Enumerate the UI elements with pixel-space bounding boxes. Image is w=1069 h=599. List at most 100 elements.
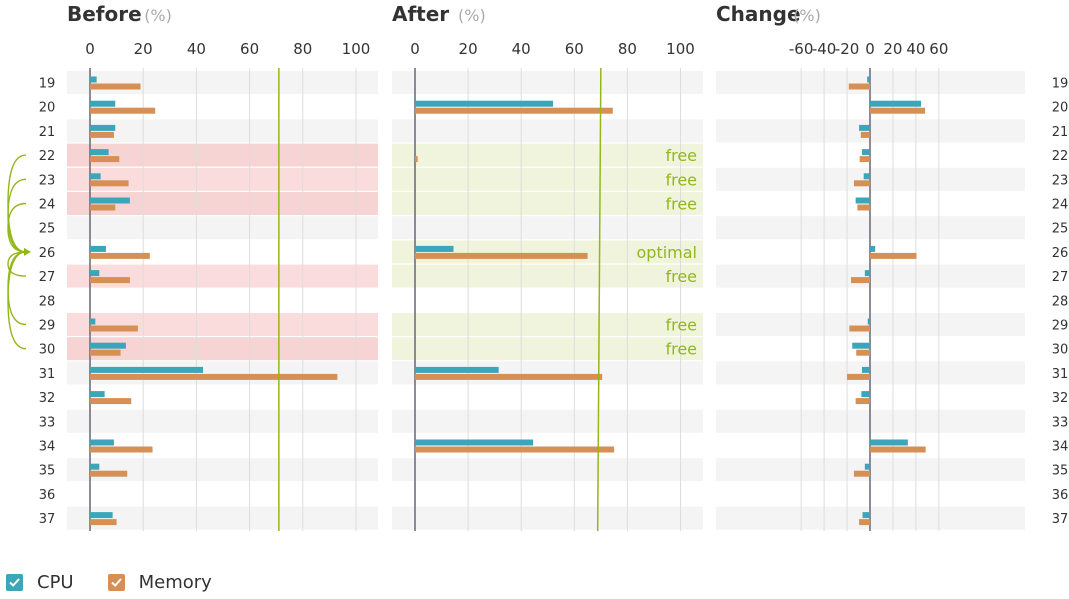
bar-cpu-24 <box>855 197 870 204</box>
row-label-left: 19 <box>39 77 56 92</box>
bar-memory-30 <box>856 349 870 356</box>
bar-memory-24 <box>857 204 870 211</box>
bar-cpu-21 <box>90 124 116 131</box>
row-highlight <box>392 313 703 336</box>
row-label-left: 24 <box>39 198 56 213</box>
row-stripe <box>67 409 378 433</box>
bar-cpu-34 <box>90 439 114 446</box>
row-label-right: 20 <box>1052 101 1069 116</box>
row-label-left: 27 <box>39 270 56 285</box>
panel-change: Change(%) -60-40-20 0 20 40 60 <box>716 2 1025 531</box>
bar-cpu-26 <box>90 245 106 252</box>
row-stripe <box>392 506 703 530</box>
row-label-left: 30 <box>39 343 56 358</box>
row-stripe <box>67 71 378 94</box>
row-highlight <box>67 167 378 191</box>
row-label-left: 22 <box>39 149 56 164</box>
bar-memory-20 <box>870 107 926 114</box>
bar-cpu-19 <box>867 76 870 83</box>
bar-memory-22 <box>90 156 120 163</box>
row-highlight <box>67 313 378 336</box>
row-stripe <box>392 119 703 143</box>
row-label-left: 33 <box>39 415 56 430</box>
row-label-right: 19 <box>1052 77 1069 92</box>
panel-after: After (%) 0 20 40 60 80 100 free free free optimal f… <box>392 2 703 532</box>
row-label-right: 31 <box>1052 367 1069 382</box>
row-highlight <box>392 143 703 167</box>
bar-memory-34 <box>90 446 153 453</box>
row-stripe <box>392 216 703 240</box>
bar-cpu-23 <box>90 173 101 180</box>
bar-memory-32 <box>855 398 870 405</box>
panel-before: Before (%) 0 20 40 60 80 100 <box>67 2 378 531</box>
bar-cpu-29 <box>867 318 870 325</box>
row-label-left: 26 <box>39 246 56 261</box>
tick-label: 40 <box>906 40 925 58</box>
legend-item-cpu[interactable]: CPU <box>6 572 74 593</box>
bar-memory-34 <box>415 446 615 453</box>
bar-memory-37 <box>859 519 870 526</box>
bar-cpu-20 <box>870 100 922 107</box>
bar-memory-21 <box>860 131 870 138</box>
tick-label: 0 <box>865 40 875 58</box>
row-label-left: 35 <box>39 464 56 479</box>
row-label-left: 21 <box>39 125 56 140</box>
row-label-right: 34 <box>1052 440 1069 455</box>
bar-cpu-23 <box>863 173 870 180</box>
row-label-left: 37 <box>39 512 56 527</box>
bar-memory-20 <box>415 107 613 114</box>
row-label-left: 29 <box>39 319 56 334</box>
bar-memory-26 <box>870 252 917 259</box>
row-stripe <box>392 458 703 482</box>
bar-cpu-24 <box>90 197 130 204</box>
panel-unit: (%) <box>144 6 172 25</box>
tick-label: -60 <box>789 40 814 58</box>
bar-memory-23 <box>853 180 870 187</box>
bar-memory-20 <box>90 107 156 114</box>
bar-cpu-26 <box>870 245 876 252</box>
bar-cpu-22 <box>861 149 870 156</box>
row-label-right: 26 <box>1052 246 1069 261</box>
row-highlight <box>67 192 378 215</box>
bar-cpu-37 <box>862 512 870 519</box>
row-highlight <box>392 192 703 215</box>
tick-label: 80 <box>618 40 637 58</box>
bar-memory-31 <box>847 373 870 380</box>
row-highlight <box>67 337 378 361</box>
row-label-left: 31 <box>39 367 56 382</box>
bar-cpu-35 <box>90 463 100 470</box>
row-label-left: 25 <box>39 222 56 237</box>
row-label-right: 22 <box>1052 149 1069 164</box>
bar-cpu-30 <box>852 342 870 349</box>
bar-memory-23 <box>90 180 129 187</box>
tick-label: 100 <box>342 40 371 58</box>
tick-label: 20 <box>459 40 478 58</box>
annotation-free: free <box>665 267 697 286</box>
bar-memory-31 <box>90 373 338 380</box>
row-stripe <box>67 506 378 530</box>
row-label-right: 21 <box>1052 125 1069 140</box>
row-label-right: 25 <box>1052 222 1069 237</box>
row-label-left: 28 <box>39 294 56 309</box>
annotation-optimal: optimal <box>637 243 698 262</box>
bar-cpu-31 <box>90 366 204 373</box>
legend-label-memory: Memory <box>138 572 212 593</box>
bar-cpu-34 <box>870 439 908 446</box>
bar-cpu-27 <box>90 270 100 277</box>
bar-memory-35 <box>853 470 870 477</box>
bar-cpu-29 <box>90 318 96 325</box>
bar-memory-37 <box>90 519 117 526</box>
bar-memory-35 <box>90 470 128 477</box>
bar-memory-22 <box>415 156 418 163</box>
annotation-free: free <box>665 340 697 359</box>
legend-item-memory[interactable]: Memory <box>107 572 212 593</box>
panel-title: After <box>392 2 449 26</box>
bar-cpu-32 <box>90 391 105 398</box>
cpu-checkbox-icon[interactable] <box>6 574 23 591</box>
memory-checkbox-icon[interactable] <box>107 574 125 591</box>
row-highlight <box>67 264 378 288</box>
row-label-right: 23 <box>1052 173 1069 188</box>
tick-label: 40 <box>187 40 206 58</box>
bar-cpu-34 <box>415 439 534 446</box>
